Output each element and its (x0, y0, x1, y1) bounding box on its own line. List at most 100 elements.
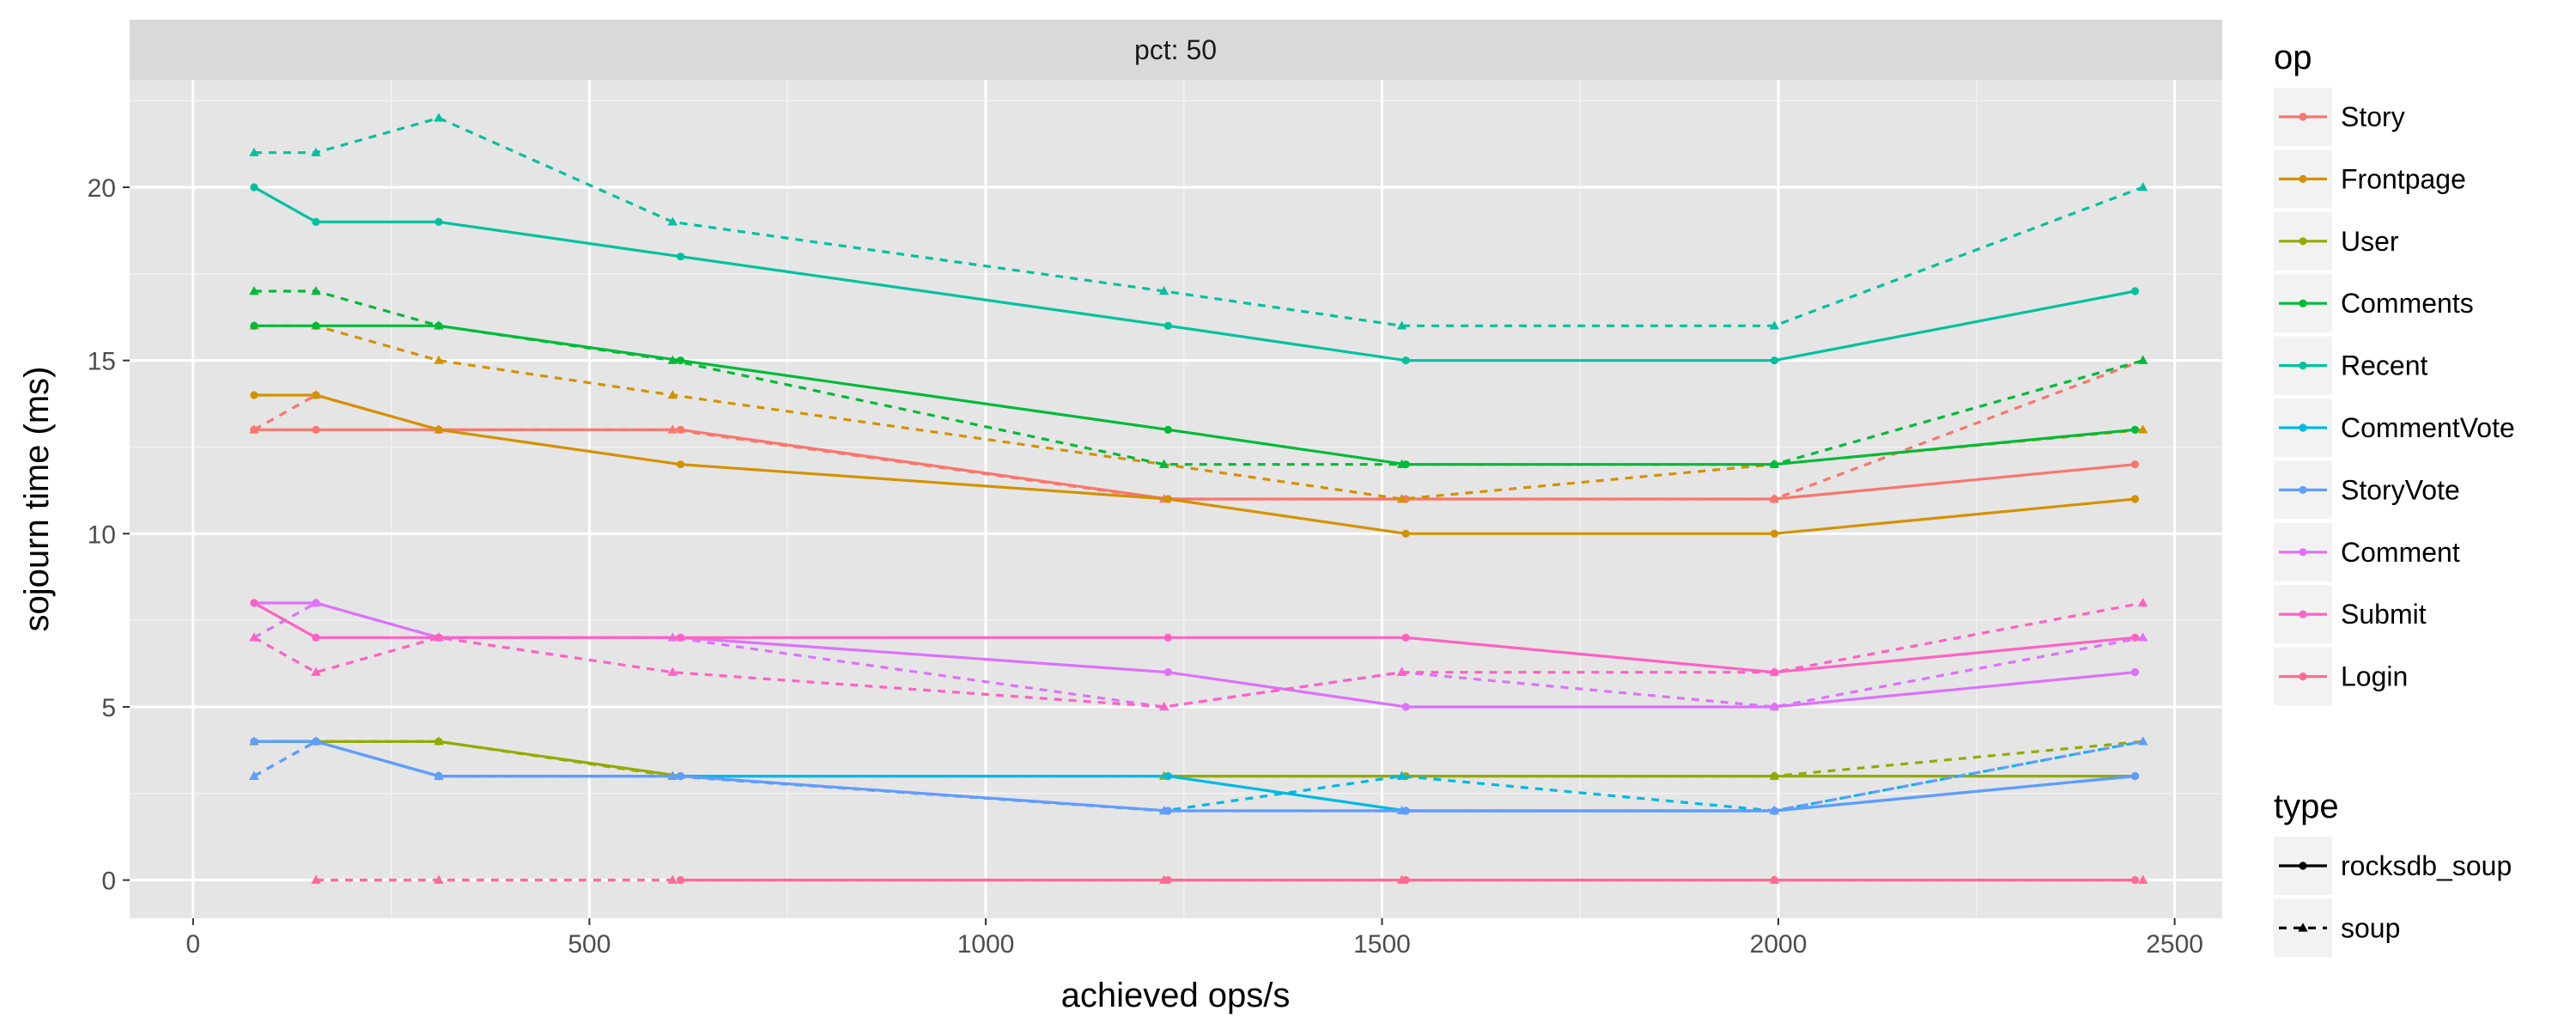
data-point (2130, 772, 2140, 781)
data-point (1396, 805, 1407, 815)
data-point (1769, 667, 1780, 676)
data-point (1396, 770, 1407, 780)
legend-label: Frontpage (2341, 163, 2466, 194)
data-point (667, 216, 678, 226)
legend-label: soup (2341, 912, 2400, 943)
data-point (1163, 425, 1172, 434)
legend-item-type-soup: soup (2274, 898, 2400, 958)
data-point (1770, 529, 1779, 538)
series-line (253, 289, 2144, 466)
series-line (253, 740, 2143, 778)
legend-label: Comment (2341, 537, 2460, 568)
data-point (434, 113, 444, 122)
data-point (667, 355, 678, 364)
series-frontpage-rocksdb-soup (250, 391, 2140, 538)
data-point (434, 425, 443, 434)
legend-item-submit: Submit (2274, 585, 2427, 644)
x-tick-label: 2500 (2146, 930, 2203, 959)
series-line (253, 116, 2144, 327)
legend-key-point (2299, 237, 2307, 246)
series-storyvote-soup (249, 736, 2148, 815)
facet-label: pct: 50 (1134, 34, 1217, 65)
data-point (1163, 772, 1172, 781)
data-point (312, 391, 320, 399)
data-point (311, 667, 321, 676)
data-point (311, 736, 321, 746)
data-point (2137, 355, 2148, 364)
data-point (676, 460, 685, 469)
data-point (1396, 494, 1407, 503)
data-point (1769, 805, 1780, 815)
legend-key-point (2299, 174, 2307, 183)
data-point (311, 147, 321, 156)
legend-label: Comments (2341, 288, 2474, 319)
data-point (250, 321, 258, 330)
series-recent-soup (249, 113, 2148, 330)
y-tick-label: 0 (101, 868, 116, 896)
data-point (667, 667, 678, 676)
data-point (676, 633, 685, 642)
data-point (311, 597, 321, 607)
data-point (1163, 321, 1172, 330)
data-point (1158, 459, 1170, 468)
data-point (434, 355, 444, 364)
legend-item-comment: Comment (2274, 522, 2460, 581)
legend-key-point (2299, 548, 2307, 557)
data-point (667, 424, 678, 434)
data-point (1163, 495, 1172, 503)
data-point (2130, 495, 2140, 503)
series-login-soup (311, 874, 2148, 884)
data-point (1163, 668, 1172, 677)
legend-label: rocksdb_soup (2341, 850, 2512, 881)
data-point (1401, 703, 1410, 711)
legend-key-point (2299, 485, 2307, 495)
legend-key-point (2299, 113, 2307, 121)
data-point (1396, 320, 1407, 330)
data-point (1401, 356, 1410, 365)
legend-key-point (2299, 610, 2307, 618)
legend-item-comments: Comments (2274, 274, 2474, 333)
series-line (253, 393, 2136, 535)
data-point (434, 320, 444, 330)
data-point (1158, 805, 1170, 815)
data-point (434, 770, 444, 780)
data-point (667, 770, 678, 780)
data-point (2130, 425, 2140, 434)
data-point (1769, 494, 1780, 503)
data-point (1769, 874, 1780, 884)
x-tick-label: 1500 (1353, 930, 1411, 959)
data-point (249, 147, 259, 156)
data-point (311, 874, 321, 884)
series-line (253, 601, 2143, 709)
data-point (1769, 770, 1780, 780)
legend-label: User (2341, 226, 2399, 257)
legend-key-point (2299, 673, 2307, 681)
x-tick-label: 2000 (1750, 930, 1807, 959)
data-point (676, 356, 685, 365)
legend-title-type: type (2274, 788, 2339, 825)
data-point (312, 321, 320, 330)
legend-key-point (2299, 423, 2307, 432)
data-point (1158, 286, 1170, 295)
x-tick-label: 500 (568, 930, 611, 959)
legend-item-commentvote: CommentVote (2274, 399, 2515, 457)
data-point (2137, 597, 2148, 607)
data-point (2130, 287, 2140, 295)
data-point (250, 737, 258, 746)
data-point (434, 736, 444, 746)
series-line (253, 324, 2143, 501)
data-point (434, 632, 444, 642)
series-line (253, 601, 2136, 674)
data-point (1769, 320, 1780, 330)
data-point (312, 217, 320, 226)
data-point (2137, 424, 2148, 434)
data-point (250, 183, 258, 192)
data-point (667, 390, 678, 399)
data-point (2137, 182, 2148, 192)
data-point (1401, 529, 1410, 538)
series-submit-soup (249, 597, 2148, 711)
data-point (2137, 736, 2148, 746)
legend-key-point (2299, 362, 2307, 370)
facet-strip (130, 20, 2222, 80)
